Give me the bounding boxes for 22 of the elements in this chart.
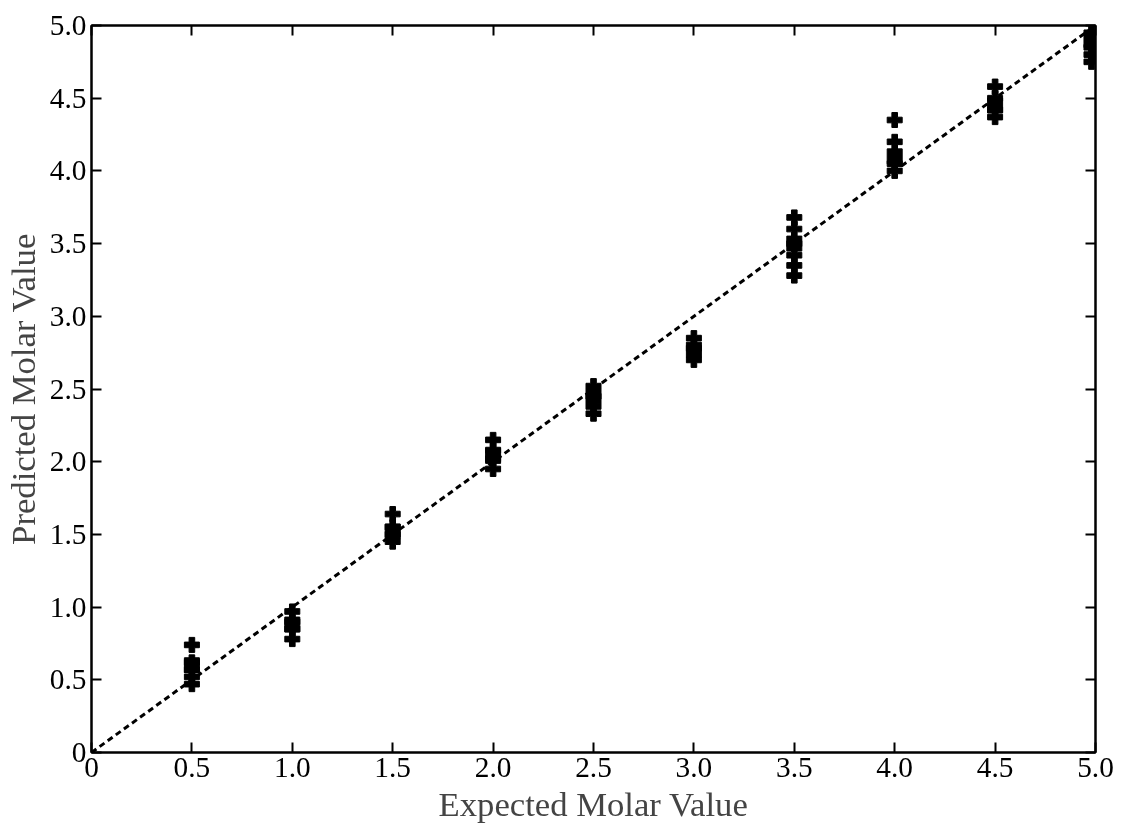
x-tick-label: 4.0 [876, 750, 914, 783]
x-tick-label: 0.5 [173, 750, 211, 783]
x-tick-label: 1.0 [273, 750, 311, 783]
y-tick-label: 1.5 [49, 517, 87, 550]
y-tick-label: 3.0 [49, 299, 87, 332]
y-tick-label: 5.0 [49, 9, 87, 41]
y-tick-label: 4.0 [49, 154, 87, 187]
y-tick-label: 2.5 [49, 372, 87, 405]
y-axis-title: Predicted Molar Value [3, 233, 42, 545]
y-tick-label: 3.5 [49, 227, 87, 260]
x-tick-label: 4.5 [976, 750, 1014, 783]
y-tick-label: 0.5 [49, 663, 87, 696]
x-tick-label: 1.5 [374, 750, 412, 783]
x-tick-label: 3.0 [675, 750, 713, 783]
x-tick-label: 3.5 [775, 750, 813, 783]
x-tick-label: 2.0 [474, 750, 512, 783]
x-tick-label: 2.5 [575, 750, 612, 783]
y-tick-label: 4.5 [49, 81, 87, 114]
x-tick-label: 5.0 [1077, 750, 1114, 783]
y-tick-label: 1.0 [49, 590, 87, 623]
x-axis-title: Expected Molar Value [438, 784, 748, 823]
y-tick-label: 2.0 [49, 445, 87, 478]
